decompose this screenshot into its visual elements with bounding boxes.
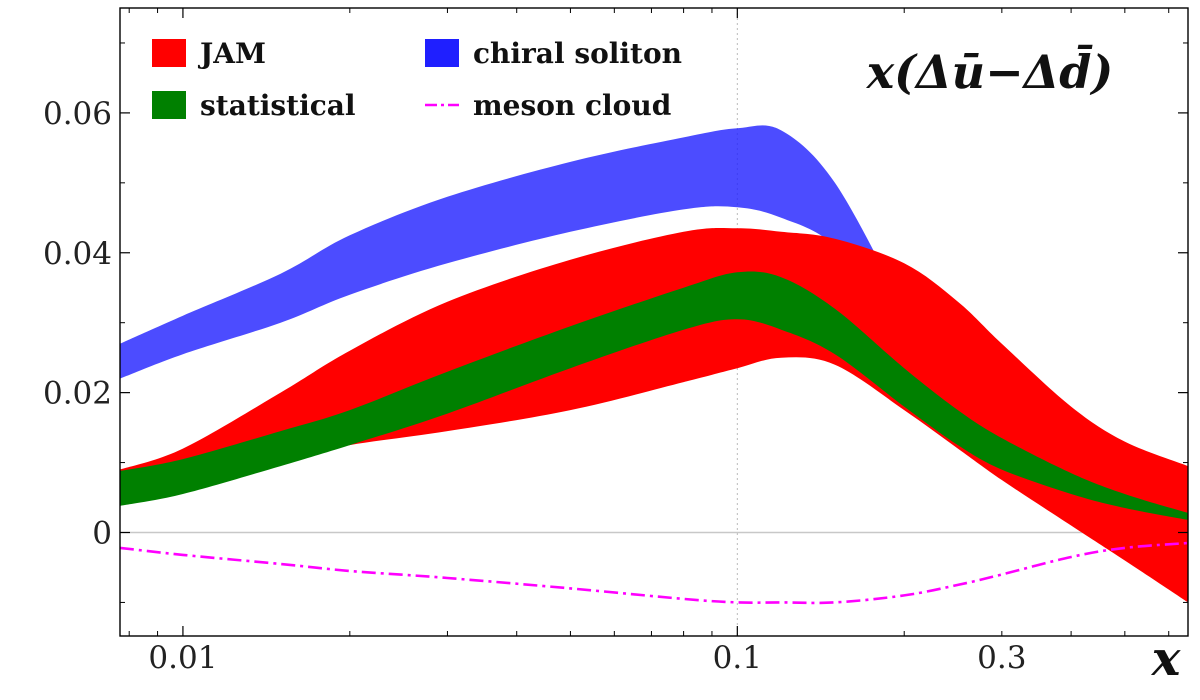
axes: 0 0.02 0.04 0.06 0.01 0.1 0.3 bbox=[43, 7, 1189, 676]
legend-label-jam: JAM bbox=[197, 37, 266, 70]
x-tick-label: 0.3 bbox=[977, 640, 1026, 676]
band-statistical bbox=[120, 271, 1188, 520]
x-tick-label: 0.01 bbox=[148, 640, 217, 676]
legend-swatch-chiral-soliton bbox=[425, 39, 459, 67]
legend-label-statistical: statistical bbox=[200, 89, 356, 122]
band-chiral-soliton bbox=[120, 125, 1188, 529]
y-tick-label: 0.06 bbox=[43, 96, 112, 132]
plot-area bbox=[120, 8, 1188, 636]
legend-label-meson-cloud: meson cloud bbox=[473, 89, 671, 122]
legend: JAM statistical chiral soliton meson cloud bbox=[152, 37, 682, 122]
y-tick-label: 0 bbox=[92, 515, 112, 551]
plot-frame bbox=[119, 7, 1189, 637]
legend-label-chiral-soliton: chiral soliton bbox=[473, 37, 682, 70]
legend-swatch-jam bbox=[152, 39, 186, 67]
chart-title: x(Δū−Δd̄) bbox=[866, 44, 1114, 99]
x-axis-label: x bbox=[1151, 631, 1182, 687]
legend-swatch-statistical bbox=[152, 91, 186, 119]
plot-clip-group bbox=[120, 8, 1188, 636]
y-tick-label: 0.04 bbox=[43, 236, 112, 272]
y-tick-label: 0.02 bbox=[43, 376, 112, 412]
line-meson-cloud bbox=[120, 541, 1188, 605]
x-tick-label: 0.1 bbox=[713, 640, 762, 676]
band-jam bbox=[120, 228, 1188, 603]
